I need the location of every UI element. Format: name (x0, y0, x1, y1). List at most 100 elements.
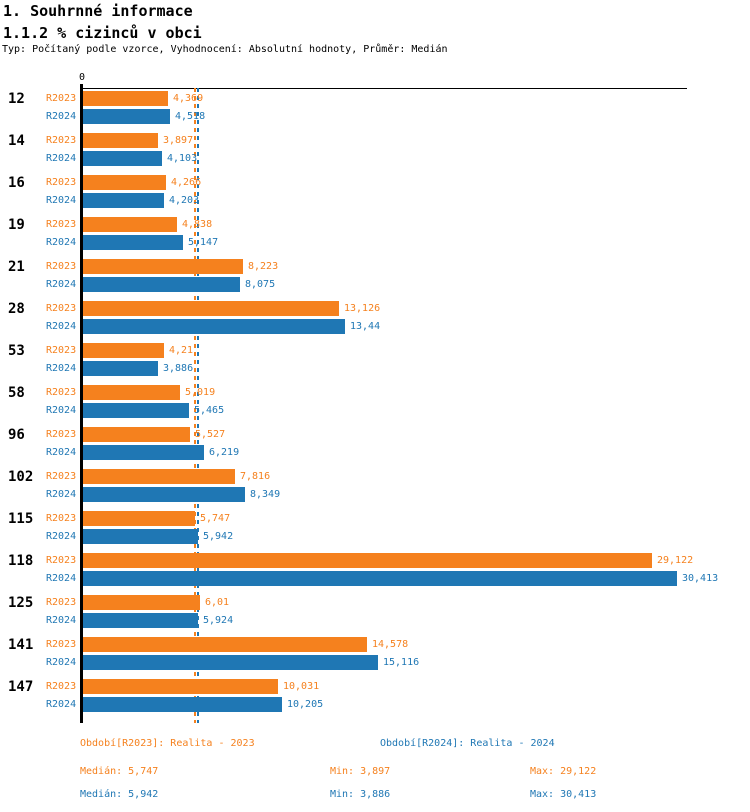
stat-min-r2024: Min: 3,886 (330, 789, 391, 800)
x-axis-zero-label: 0 (78, 72, 86, 83)
bar-value-label: 29,122 (657, 555, 694, 566)
bar-value-label: 30,413 (682, 573, 719, 584)
series-row-label-r2023: R2023 (46, 345, 77, 356)
bar-value-label: 5,527 (195, 429, 226, 440)
report-section-title: 1. Souhrnné informace (3, 2, 193, 20)
category-label: 58 (8, 385, 25, 401)
bar-value-label: 4,518 (175, 111, 206, 122)
bar-r2024 (82, 109, 170, 124)
median-line-r2024 (197, 88, 199, 723)
stat-median-r2024: Medián: 5,942 (80, 789, 159, 800)
bar-r2024 (82, 655, 378, 670)
bar-r2023 (82, 511, 195, 526)
category-label: 125 (8, 595, 34, 611)
series-row-label-r2024: R2024 (46, 699, 77, 710)
series-row-label-r2023: R2023 (46, 429, 77, 440)
series-row-label-r2023: R2023 (46, 135, 77, 146)
bar-r2023 (82, 679, 278, 694)
legend-r2023: Období[R2023]: Realita - 2023 (80, 738, 255, 749)
series-row-label-r2023: R2023 (46, 219, 77, 230)
stat-median-r2023: Medián: 5,747 (80, 766, 159, 777)
bar-value-label: 5,147 (188, 237, 219, 248)
series-row-label-r2024: R2024 (46, 405, 77, 416)
bar-r2023 (82, 217, 177, 232)
bar-value-label: 8,075 (245, 279, 276, 290)
bar-r2024 (82, 277, 240, 292)
series-row-label-r2024: R2024 (46, 321, 77, 332)
bar-value-label: 4,103 (167, 153, 198, 164)
series-row-label-r2024: R2024 (46, 657, 77, 668)
series-row-label-r2024: R2024 (46, 279, 77, 290)
stat-max-r2024: Max: 30,413 (530, 789, 597, 800)
bar-value-label: 6,219 (209, 447, 240, 458)
bar-value-label: 8,223 (248, 261, 279, 272)
stat-max-r2023: Max: 29,122 (530, 766, 597, 777)
bar-r2023 (82, 385, 180, 400)
bar-value-label: 14,578 (372, 639, 409, 650)
bar-value-label: 5,924 (203, 615, 234, 626)
series-row-label-r2024: R2024 (46, 447, 77, 458)
category-label: 21 (8, 259, 25, 275)
bar-r2023 (82, 553, 652, 568)
bar-value-label: 10,205 (287, 699, 324, 710)
series-row-label-r2023: R2023 (46, 177, 77, 188)
series-row-label-r2023: R2023 (46, 471, 77, 482)
bar-value-label: 13,44 (350, 321, 381, 332)
bar-value-label: 5,465 (194, 405, 225, 416)
series-row-label-r2024: R2024 (46, 573, 77, 584)
series-row-label-r2024: R2024 (46, 111, 77, 122)
bar-r2023 (82, 427, 190, 442)
bar-r2024 (82, 697, 282, 712)
bar-r2024 (82, 487, 245, 502)
bar-value-label: 7,816 (240, 471, 271, 482)
bar-chart: 0 12 R2023 4,369 R2024 4,518 14 R2023 3,897 R202… (8, 72, 719, 723)
bar-value-label: 13,126 (344, 303, 381, 314)
bar-r2023 (82, 91, 168, 106)
series-row-label-r2024: R2024 (46, 531, 77, 542)
x-axis-line (82, 88, 687, 89)
chart-subtitle: Typ: Počítaný podle vzorce, Vyhodnocení:… (2, 44, 448, 55)
bar-r2024 (82, 235, 183, 250)
bar-r2023 (82, 259, 243, 274)
series-row-label-r2023: R2023 (46, 681, 77, 692)
category-label: 28 (8, 301, 25, 317)
category-label: 53 (8, 343, 25, 359)
bar-r2024 (82, 571, 677, 586)
category-label: 19 (8, 217, 25, 233)
bar-value-label: 5,942 (203, 531, 234, 542)
series-row-label-r2024: R2024 (46, 153, 77, 164)
bar-value-label: 4,21 (169, 345, 194, 356)
stat-min-r2023: Min: 3,897 (330, 766, 391, 777)
y-axis-line (80, 84, 83, 723)
chart-title: 1.1.2 % cizinců v obci (3, 24, 202, 42)
bar-value-label: 4,266 (171, 177, 202, 188)
series-row-label-r2023: R2023 (46, 555, 77, 566)
series-row-label-r2023: R2023 (46, 597, 77, 608)
bar-r2024 (82, 529, 198, 544)
bar-value-label: 4,838 (182, 219, 213, 230)
series-row-label-r2024: R2024 (46, 237, 77, 248)
series-row-label-r2023: R2023 (46, 261, 77, 272)
bar-r2024 (82, 193, 164, 208)
median-line-r2023 (194, 88, 196, 723)
bar-value-label: 4,203 (169, 195, 200, 206)
series-row-label-r2023: R2023 (46, 93, 77, 104)
bar-value-label: 4,369 (173, 93, 204, 104)
bar-value-label: 8,349 (250, 489, 281, 500)
bar-r2023 (82, 343, 164, 358)
category-label: 96 (8, 427, 25, 443)
series-row-label-r2023: R2023 (46, 387, 77, 398)
bar-r2023 (82, 175, 166, 190)
category-label: 118 (8, 553, 34, 569)
bar-r2024 (82, 319, 345, 334)
bar-r2024 (82, 445, 204, 460)
bar-r2024 (82, 151, 162, 166)
series-row-label-r2024: R2024 (46, 615, 77, 626)
bar-value-label: 15,116 (383, 657, 420, 668)
bar-value-label: 3,897 (163, 135, 194, 146)
category-label: 147 (8, 679, 34, 695)
series-row-label-r2024: R2024 (46, 195, 77, 206)
bar-r2023 (82, 637, 367, 652)
legend-r2024: Období[R2024]: Realita - 2024 (380, 738, 555, 749)
category-label: 12 (8, 91, 25, 107)
